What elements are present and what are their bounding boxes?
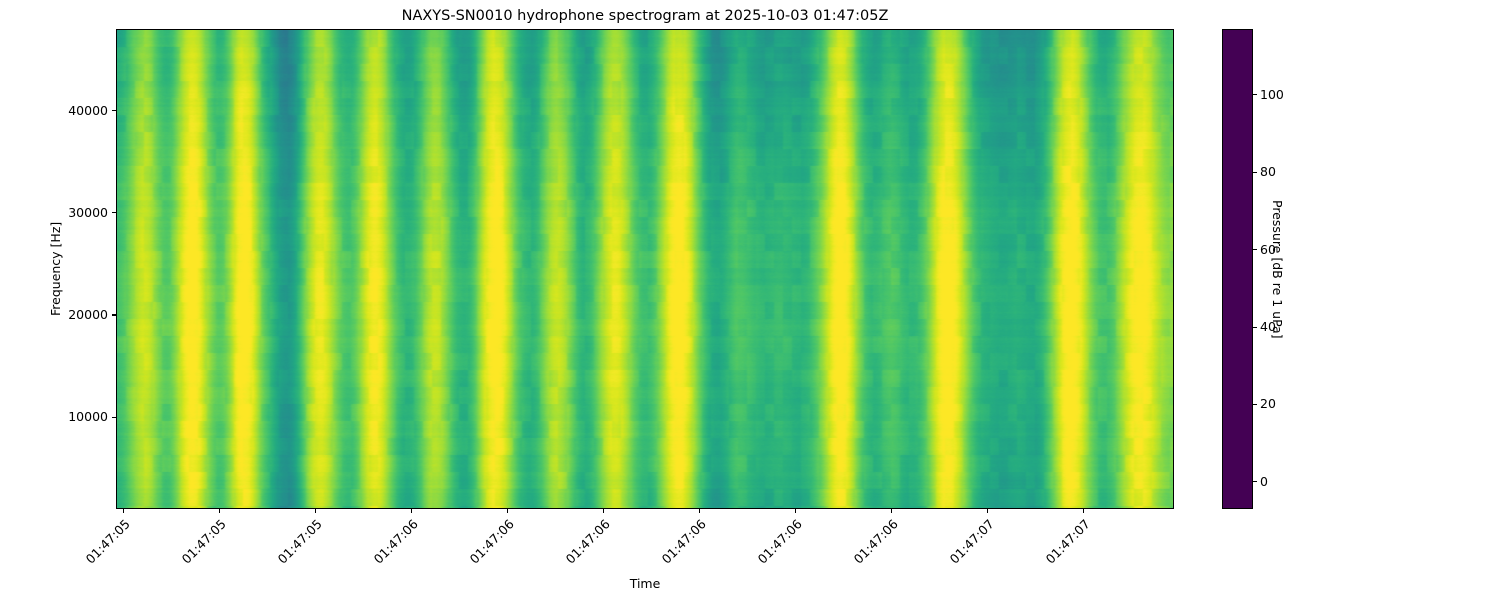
- x-tick-mark: [602, 509, 604, 513]
- colorbar-tick-label: 60: [1260, 241, 1276, 257]
- colorbar-tick-mark: [1253, 403, 1257, 406]
- x-axis-label: Time: [629, 576, 661, 591]
- x-tick-label: 01:47:07: [946, 516, 997, 567]
- x-tick-label: 01:47:06: [850, 516, 901, 567]
- x-tick-mark: [1082, 509, 1084, 513]
- colorbar: [1222, 29, 1253, 509]
- x-tick-label: 01:47:06: [370, 516, 421, 567]
- x-tick-mark: [410, 509, 412, 513]
- spectrogram-plot-area: [116, 29, 1174, 509]
- colorbar-tick-label: 80: [1260, 164, 1276, 180]
- colorbar-tick-label: 0: [1260, 473, 1268, 489]
- x-tick-mark: [794, 509, 796, 513]
- y-tick-mark: [112, 314, 116, 316]
- x-tick-label: 01:47:05: [274, 516, 325, 567]
- x-tick-label: 01:47:05: [178, 516, 229, 567]
- colorbar-tick-mark: [1253, 171, 1257, 173]
- x-tick-label: 01:47:06: [658, 516, 709, 567]
- x-tick-label: 01:47:05: [82, 516, 133, 567]
- colorbar-tick-label: 20: [1260, 396, 1276, 412]
- colorbar-label: Pressure [dB re 1 uPa]: [1270, 199, 1285, 339]
- x-tick-label: 01:47:06: [562, 516, 613, 567]
- colorbar-tick-label: 40: [1260, 319, 1276, 335]
- y-tick-label: 10000: [68, 409, 108, 425]
- x-tick-mark: [698, 509, 700, 513]
- y-tick-label: 20000: [68, 306, 108, 322]
- y-tick-mark: [112, 212, 116, 214]
- x-tick-mark: [986, 509, 988, 513]
- colorbar-tick-mark: [1253, 249, 1257, 251]
- x-tick-mark: [506, 509, 508, 513]
- x-tick-mark: [890, 509, 892, 513]
- colorbar-tick-mark: [1253, 326, 1257, 328]
- y-axis-label: Frequency [Hz]: [48, 221, 63, 316]
- colorbar-tick-mark: [1253, 481, 1257, 483]
- x-tick-mark: [314, 509, 316, 513]
- y-tick-mark: [112, 110, 116, 112]
- x-tick-mark: [122, 509, 124, 513]
- colorbar-tick-label: 100: [1260, 86, 1284, 102]
- x-tick-label: 01:47:07: [1042, 516, 1093, 567]
- x-tick-label: 01:47:06: [754, 516, 805, 567]
- y-tick-label: 40000: [68, 102, 108, 118]
- y-tick-label: 30000: [68, 204, 108, 220]
- y-tick-mark: [112, 416, 116, 418]
- x-tick-label: 01:47:06: [466, 516, 517, 567]
- colorbar-gradient: [1223, 30, 1252, 508]
- page-title: NAXYS-SN0010 hydrophone spectrogram at 2…: [401, 8, 889, 24]
- spectrogram-image: [117, 30, 1173, 508]
- colorbar-tick-mark: [1253, 94, 1257, 96]
- x-tick-mark: [218, 509, 220, 513]
